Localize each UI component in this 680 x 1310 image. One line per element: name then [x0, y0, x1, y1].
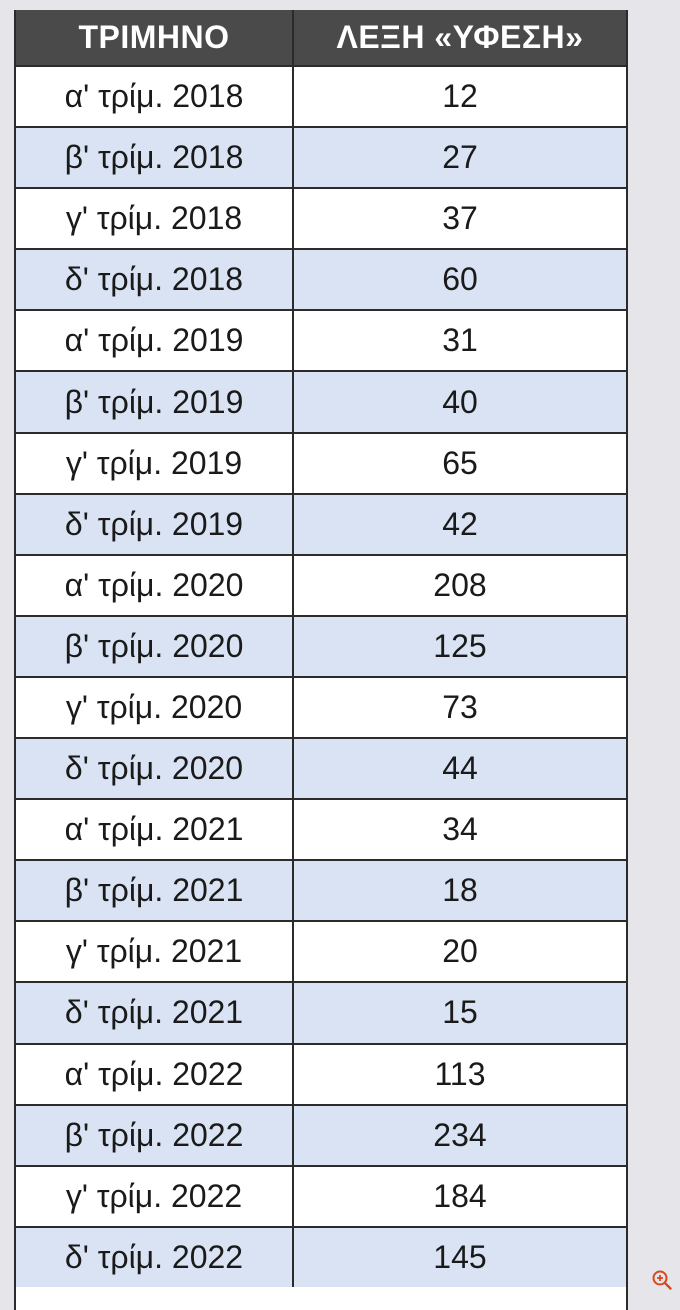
quarter-cell: γ' τρίμ. 2018	[16, 189, 294, 249]
zoom-in-icon[interactable]	[651, 1269, 673, 1291]
word-count-cell: 42	[442, 505, 478, 542]
data-table: ΤΡΙΜΗΝΟ ΛΕΞΗ «ΥΦΕΣΗ» α' τρίμ. 2018 12 β' τ…	[14, 10, 628, 1310]
table-row: δ' τρίμ. 2021 15	[16, 981, 626, 1043]
quarter-cell: β' τρίμ. 2018	[16, 128, 294, 188]
table-row: γ' τρίμ. 2020 73	[16, 675, 626, 738]
word-count-cell: 37	[442, 200, 478, 237]
word-count-cell: 20	[442, 933, 478, 970]
word-count-cell: 40	[442, 383, 478, 420]
quarter-cell: β' τρίμ. 2022	[16, 1105, 294, 1165]
table-row: δ' τρίμ. 2020 44	[16, 737, 626, 799]
quarter-cell: β' τρίμ. 2021	[16, 861, 294, 921]
word-count-cell: 31	[442, 322, 478, 359]
table-row: β' τρίμ. 2021 18	[16, 859, 626, 921]
table-row: α' τρίμ. 2022 113	[16, 1042, 626, 1104]
table-row: β' τρίμ. 2018 27	[16, 126, 626, 188]
table-body: α' τρίμ. 2018 12 β' τρίμ. 2018 27 γ' τρίμ. 2…	[16, 65, 626, 1287]
quarter-cell: α' τρίμ. 2021	[16, 800, 294, 860]
word-count-cell: 18	[442, 872, 478, 909]
table-row: β' τρίμ. 2022 234	[16, 1103, 626, 1165]
column-header-word-count: ΛΕΞΗ «ΥΦΕΣΗ»	[336, 19, 584, 55]
quarter-cell: γ' τρίμ. 2021	[16, 922, 294, 982]
quarter-cell: α' τρίμ. 2020	[16, 555, 294, 615]
table-row: δ' τρίμ. 2018 60	[16, 248, 626, 310]
table-header: ΤΡΙΜΗΝΟ ΛΕΞΗ «ΥΦΕΣΗ»	[16, 10, 626, 65]
word-count-cell: 65	[442, 444, 478, 481]
table-row: α' τρίμ. 2021 34	[16, 798, 626, 860]
quarter-cell: δ' τρίμ. 2020	[16, 739, 294, 799]
table-row: α' τρίμ. 2018 12	[16, 65, 626, 127]
quarter-cell: δ' τρίμ. 2019	[16, 494, 294, 554]
table-row: γ' τρίμ. 2022 184	[16, 1164, 626, 1226]
quarter-cell: α' τρίμ. 2018	[16, 67, 294, 127]
word-count-cell: 12	[442, 78, 478, 115]
table-row: δ' τρίμ. 2019 42	[16, 492, 626, 554]
word-count-cell: 145	[433, 1238, 487, 1275]
word-count-cell: 15	[442, 994, 478, 1031]
table-row: α' τρίμ. 2019 31	[16, 309, 626, 371]
word-count-cell: 34	[442, 811, 478, 848]
quarter-cell: α' τρίμ. 2019	[16, 311, 294, 371]
column-header-quarter: ΤΡΙΜΗΝΟ	[16, 10, 294, 65]
table-row: α' τρίμ. 2020 208	[16, 553, 626, 615]
word-count-cell: 234	[433, 1116, 487, 1153]
quarter-cell: δ' τρίμ. 2022	[16, 1227, 294, 1287]
table-row: γ' τρίμ. 2019 65	[16, 431, 626, 493]
table-row: γ' τρίμ. 2018 37	[16, 187, 626, 249]
word-count-cell: 73	[442, 688, 478, 725]
table-row: δ' τρίμ. 2022 145	[16, 1225, 626, 1287]
quarter-cell: δ' τρίμ. 2021	[16, 983, 294, 1043]
table-row: γ' τρίμ. 2021 20	[16, 920, 626, 982]
quarter-cell: δ' τρίμ. 2018	[16, 250, 294, 310]
quarter-cell: α' τρίμ. 2022	[16, 1044, 294, 1104]
word-count-cell: 184	[433, 1177, 487, 1214]
quarter-cell: β' τρίμ. 2020	[16, 616, 294, 676]
word-count-cell: 125	[433, 627, 487, 664]
table-row: β' τρίμ. 2019 40	[16, 370, 626, 432]
quarter-cell: γ' τρίμ. 2022	[16, 1166, 294, 1226]
word-count-cell: 27	[442, 139, 478, 176]
word-count-cell: 60	[442, 261, 478, 298]
word-count-cell: 113	[434, 1055, 486, 1092]
quarter-cell: γ' τρίμ. 2019	[16, 433, 294, 493]
quarter-cell: γ' τρίμ. 2020	[16, 677, 294, 738]
word-count-cell: 44	[442, 750, 478, 787]
word-count-cell: 208	[433, 566, 487, 603]
quarter-cell: β' τρίμ. 2019	[16, 372, 294, 432]
table-row: β' τρίμ. 2020 125	[16, 614, 626, 676]
